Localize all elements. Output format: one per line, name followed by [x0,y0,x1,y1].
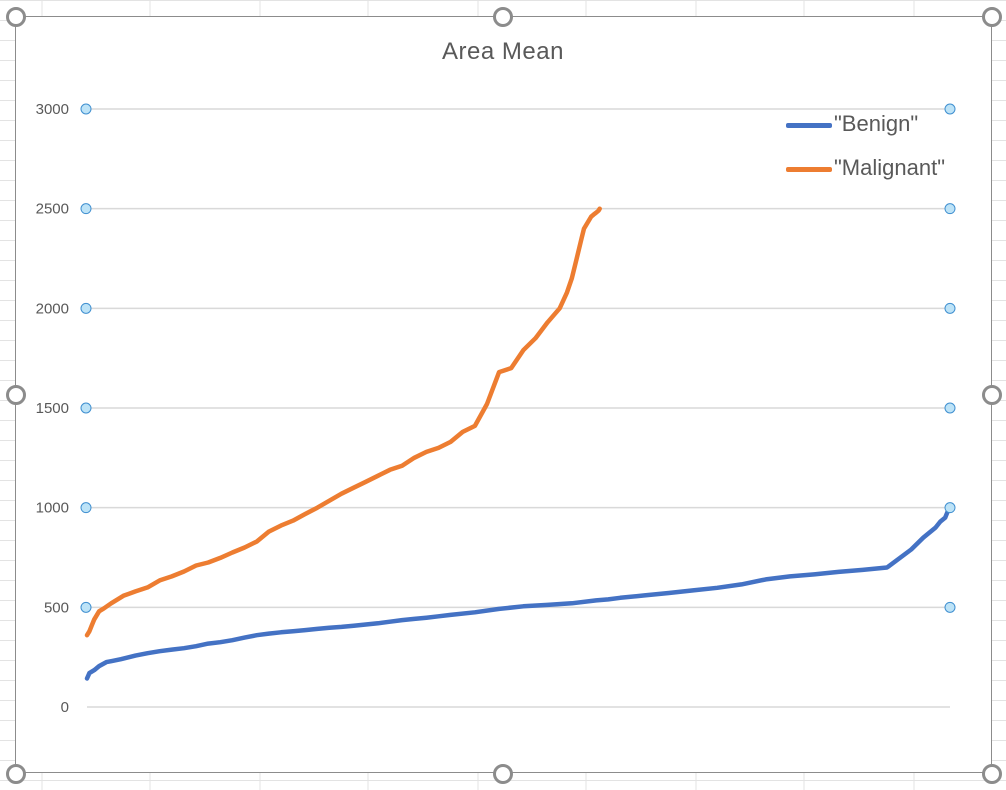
legend-swatch-benign [786,123,832,128]
axis-handle-left-500[interactable] [80,601,92,613]
axis-handle-left-3000[interactable] [80,103,92,115]
chart-title[interactable]: Area Mean [442,38,564,65]
series-line-malignant[interactable] [84,206,602,638]
axis-handle-right-1000[interactable] [944,502,956,514]
resize-handle-middle-left[interactable] [6,385,26,405]
legend-swatch-malignant [786,167,832,172]
resize-handle-bottom-right[interactable] [982,764,1002,784]
axis-handle-right-1500[interactable] [944,402,956,414]
axis-handle-left-1000[interactable] [80,502,92,514]
axis-selection-handles[interactable] [80,103,956,613]
y-tick-label-3000: 3000 [36,101,69,118]
resize-handle-top-center[interactable] [493,7,513,27]
y-tick-label-2000: 2000 [36,300,69,317]
series-lines[interactable] [84,206,953,681]
legend-item-benign[interactable]: "Benign" [786,108,966,152]
gridlines [87,108,950,708]
resize-handle-bottom-left[interactable] [6,764,26,784]
y-axis-tick-labels: 0 500 1000 1500 2000 2500 3000 [36,101,69,716]
legend[interactable]: "Benign" "Malignant" [786,108,966,196]
y-tick-label-2500: 2500 [36,201,69,218]
legend-label-malignant: "Malignant" [834,155,946,180]
axis-handle-right-2500[interactable] [944,203,956,215]
axis-handle-left-2500[interactable] [80,203,92,215]
y-tick-label-500: 500 [44,599,69,616]
series-line-benign[interactable] [84,505,953,681]
axis-handle-right-2000[interactable] [944,302,956,314]
resize-handle-top-left[interactable] [6,7,26,27]
axis-handle-left-2000[interactable] [80,302,92,314]
resize-handle-bottom-center[interactable] [493,764,513,784]
resize-handle-middle-right[interactable] [982,385,1002,405]
legend-item-malignant[interactable]: "Malignant" [786,152,966,196]
y-tick-label-1000: 1000 [36,500,69,517]
resize-handle-top-right[interactable] [982,7,1002,27]
axis-handle-right-3000[interactable] [944,103,956,115]
legend-label-benign: "Benign" [834,111,919,136]
axis-handle-right-500[interactable] [944,601,956,613]
axis-handle-left-1500[interactable] [80,402,92,414]
y-tick-label-0: 0 [61,699,69,716]
y-tick-label-1500: 1500 [36,400,69,417]
